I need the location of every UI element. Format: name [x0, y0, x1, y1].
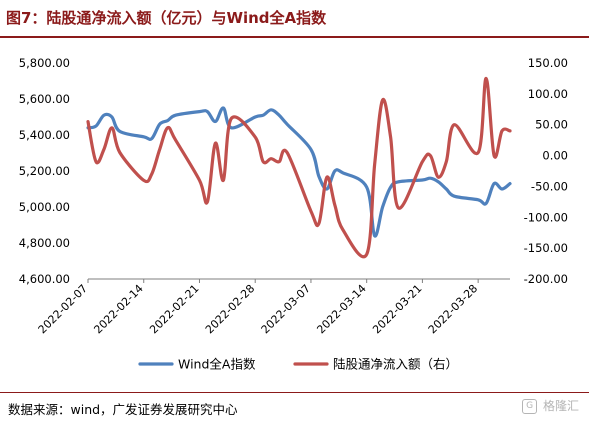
- y-left-tick-label: 4,600.00: [19, 272, 70, 286]
- y-left-tick-label: 5,600.00: [19, 92, 70, 106]
- y-left-tick-label: 5,800.00: [19, 56, 70, 70]
- y-right-tick-label: -50.00: [531, 179, 568, 193]
- legend-label: Wind全A指数: [178, 357, 256, 372]
- series-line-northbound-flow: [86, 76, 512, 259]
- y-right-tick-label: 100.00: [528, 87, 568, 101]
- source-note: 数据来源：wind，广发证券发展研究中心: [8, 402, 238, 417]
- watermark: G 格隆汇: [522, 397, 579, 414]
- x-tick-label: 2022-02-07: [36, 282, 90, 336]
- y-right-tick-label: -100.00: [524, 210, 568, 224]
- y-left-tick-label: 5,400.00: [19, 128, 70, 142]
- x-tick-label: 2022-02-28: [203, 282, 257, 336]
- x-tick-label: 2022-03-28: [426, 282, 480, 336]
- x-tick-label: 2022-03-21: [370, 282, 424, 336]
- watermark-logo-icon: G: [522, 399, 538, 414]
- x-tick-label: 2022-02-14: [91, 282, 145, 336]
- y-right-tick-label: -200.00: [524, 272, 568, 286]
- title-bar: 图7：陆股通净流入额（亿元）与Wind全A指数: [0, 0, 589, 38]
- y-right-tick-label: 50.00: [535, 118, 568, 132]
- x-tick-label: 2022-03-14: [314, 282, 368, 336]
- chart-title: 图7：陆股通净流入额（亿元）与Wind全A指数: [6, 9, 327, 27]
- y-right-tick-label: -150.00: [524, 241, 568, 255]
- y-right-tick-label: 150.00: [528, 56, 568, 70]
- y-left-tick-label: 4,800.00: [19, 236, 70, 250]
- y-left-tick-label: 5,200.00: [19, 164, 70, 178]
- watermark-text: 格隆汇: [542, 399, 579, 413]
- y-left-tick-label: 5,000.00: [19, 200, 70, 214]
- x-tick-label: 2022-02-21: [147, 282, 201, 336]
- x-tick-label: 2022-03-07: [259, 282, 313, 336]
- source-bar: 数据来源：wind，广发证券发展研究中心 G 格隆汇: [0, 392, 589, 421]
- legend-label: 陆股通净流入额（右）: [333, 357, 458, 372]
- y-right-tick-label: 0.00: [542, 149, 568, 163]
- chart-svg: 4,600.00 4,800.00 5,000.00 5,200.00 5,400.00…: [19, 56, 568, 372]
- series-line-wind-a-index: [86, 106, 512, 238]
